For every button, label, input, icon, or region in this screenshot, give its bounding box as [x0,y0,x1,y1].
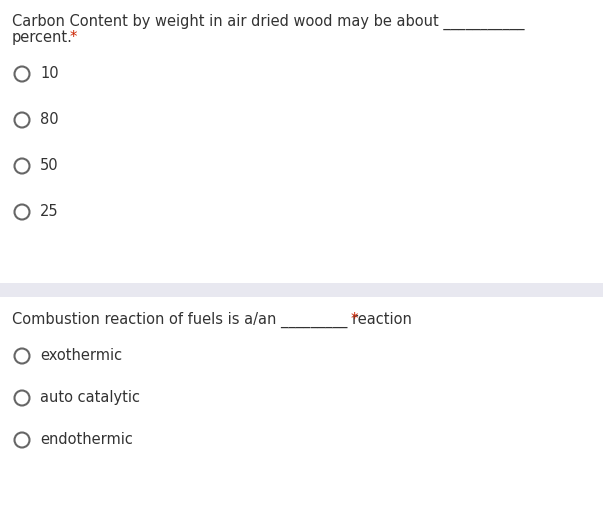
Text: exothermic: exothermic [40,348,122,363]
Text: *: * [70,30,77,45]
Text: 10: 10 [40,66,58,81]
Text: auto catalytic: auto catalytic [40,390,140,405]
Bar [0,283,603,297]
Text: 25: 25 [40,204,58,219]
Text: percent.: percent. [12,30,73,45]
Text: Combustion reaction of fuels is a/an _________ reaction: Combustion reaction of fuels is a/an ___… [12,312,417,328]
Text: Carbon Content by weight in air dried wood may be about ___________: Carbon Content by weight in air dried wo… [12,14,525,30]
Text: endothermic: endothermic [40,432,133,447]
Text: 50: 50 [40,158,58,173]
Text: 80: 80 [40,112,58,127]
Text: *: * [351,312,358,327]
